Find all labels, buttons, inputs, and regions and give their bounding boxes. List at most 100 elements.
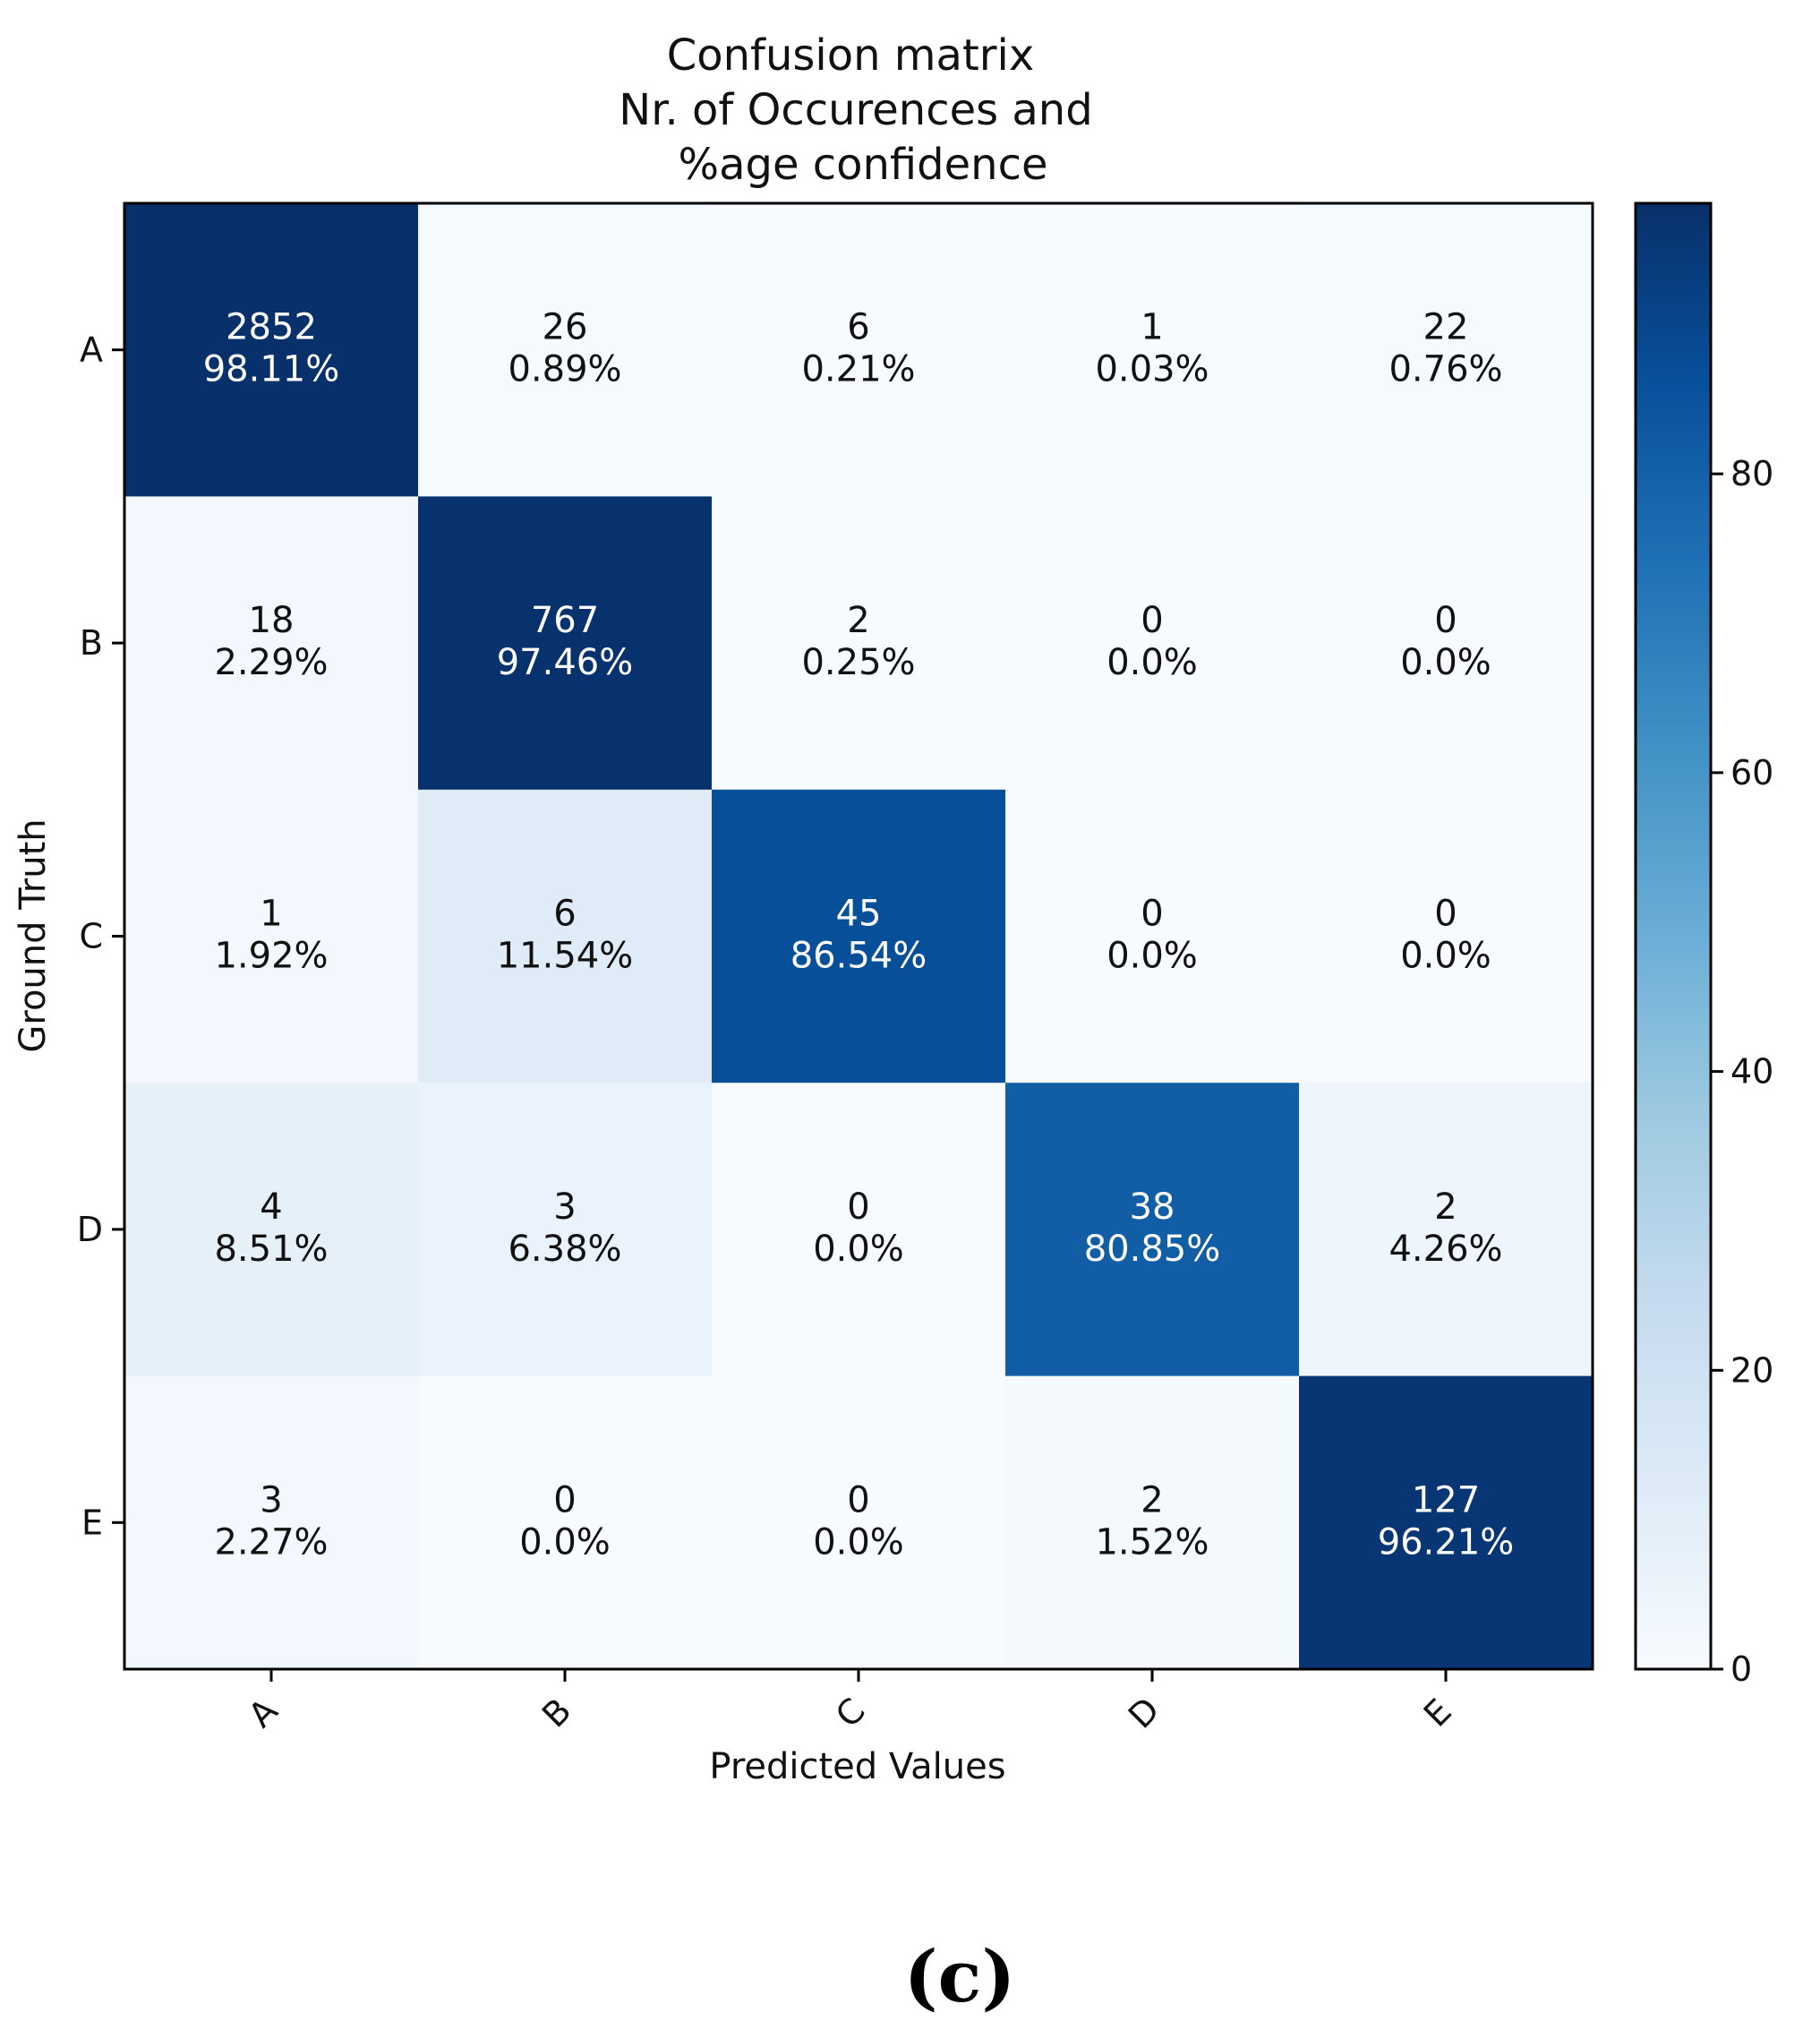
cell-count-label: 6 bbox=[847, 307, 869, 348]
cell-percent-label: 0.89% bbox=[508, 349, 621, 390]
x-axis-label: Predicted Values bbox=[709, 1746, 1005, 1787]
cell-B-C bbox=[712, 496, 1006, 791]
cell-count-label: 1 bbox=[1141, 307, 1163, 348]
y-tick-label: C bbox=[79, 917, 103, 956]
cell-percent-label: 2.27% bbox=[214, 1521, 328, 1563]
title-line-3: %age confidence bbox=[678, 140, 1047, 190]
cell-C-D bbox=[1005, 789, 1300, 1084]
cell-percent-label: 8.51% bbox=[214, 1229, 328, 1270]
colorbar-gradient bbox=[1636, 203, 1711, 1669]
cell-B-A bbox=[124, 496, 419, 791]
cell-percent-label: 80.85% bbox=[1084, 1229, 1221, 1270]
colorbar-tick-label: 60 bbox=[1730, 753, 1773, 792]
cell-A-C bbox=[712, 203, 1006, 497]
cell-percent-label: 97.46% bbox=[497, 642, 634, 683]
cell-percent-label: 0.0% bbox=[1107, 642, 1198, 683]
cell-percent-label: 0.21% bbox=[801, 349, 915, 390]
cell-count-label: 0 bbox=[1434, 600, 1457, 641]
cell-count-label: 3 bbox=[260, 1479, 282, 1520]
colorbar: 0 20 40 60 80 bbox=[1634, 201, 1773, 1689]
y-tick-label: B bbox=[80, 623, 103, 663]
colorbar-tick-label: 0 bbox=[1730, 1649, 1752, 1689]
cell-count-label: 767 bbox=[531, 600, 599, 641]
cell-percent-label: 1.92% bbox=[214, 936, 328, 977]
cell-count-label: 0 bbox=[1141, 894, 1163, 935]
cell-E-B bbox=[418, 1375, 713, 1670]
y-tick-label: A bbox=[80, 330, 103, 370]
cell-percent-label: 0.03% bbox=[1095, 349, 1209, 390]
cell-percent-label: 0.25% bbox=[801, 642, 915, 683]
cell-count-label: 2852 bbox=[226, 307, 317, 348]
cell-C-C bbox=[712, 789, 1006, 1084]
cell-percent-label: 1.52% bbox=[1095, 1521, 1209, 1563]
cell-percent-label: 0.76% bbox=[1388, 349, 1502, 390]
cell-count-label: 0 bbox=[1434, 894, 1457, 935]
cell-D-B bbox=[418, 1083, 713, 1377]
x-tick-label: A bbox=[241, 1691, 285, 1734]
cell-B-B bbox=[418, 496, 713, 791]
y-axis-label: Ground Truth bbox=[13, 818, 54, 1052]
cell-count-label: 0 bbox=[553, 1479, 576, 1520]
cell-E-D bbox=[1005, 1375, 1300, 1670]
cell-count-label: 26 bbox=[543, 307, 588, 348]
cell-count-label: 6 bbox=[553, 894, 576, 935]
cell-C-A bbox=[124, 789, 419, 1084]
cell-D-C bbox=[712, 1083, 1006, 1377]
cell-D-D bbox=[1005, 1083, 1300, 1377]
y-tick-label: D bbox=[77, 1210, 103, 1249]
colorbar-tick-label: 40 bbox=[1730, 1052, 1773, 1092]
cell-percent-label: 86.54% bbox=[790, 936, 927, 977]
heatmap-cells bbox=[124, 203, 1594, 1670]
heatmap-cell-labels: 285298.11%260.89%60.21%10.03%220.76%182.… bbox=[203, 307, 1515, 1563]
cell-C-E bbox=[1299, 789, 1594, 1084]
x-tick-label: C bbox=[828, 1691, 873, 1735]
x-tick-label: E bbox=[1416, 1692, 1459, 1734]
cell-percent-label: 6.38% bbox=[508, 1229, 621, 1270]
cell-count-label: 2 bbox=[847, 600, 869, 641]
cell-count-label: 22 bbox=[1423, 307, 1469, 348]
cell-percent-label: 0.0% bbox=[813, 1521, 904, 1563]
colorbar-tick-label: 20 bbox=[1730, 1350, 1773, 1390]
cell-D-E bbox=[1299, 1083, 1594, 1377]
cell-percent-label: 0.0% bbox=[1400, 936, 1491, 977]
cell-count-label: 45 bbox=[836, 894, 882, 935]
y-tick-label: E bbox=[81, 1503, 103, 1542]
cell-percent-label: 0.0% bbox=[1107, 936, 1198, 977]
cell-D-A bbox=[124, 1083, 419, 1377]
cell-count-label: 127 bbox=[1412, 1479, 1480, 1520]
colorbar-frame bbox=[1634, 201, 1713, 1671]
cell-percent-label: 0.0% bbox=[813, 1229, 904, 1270]
cell-percent-label: 0.0% bbox=[519, 1521, 611, 1563]
cell-count-label: 18 bbox=[249, 600, 295, 641]
title-line-1: Confusion matrix bbox=[667, 30, 1034, 81]
cell-count-label: 1 bbox=[260, 894, 282, 935]
x-tick-label: D bbox=[1121, 1690, 1167, 1736]
cell-percent-label: 11.54% bbox=[497, 936, 634, 977]
cell-percent-label: 98.11% bbox=[203, 349, 340, 390]
cell-percent-label: 4.26% bbox=[1388, 1229, 1502, 1270]
x-axis-ticks: A B C D E bbox=[241, 1669, 1459, 1736]
cell-C-B bbox=[418, 789, 713, 1084]
cell-count-label: 0 bbox=[847, 1479, 869, 1520]
cell-A-A bbox=[124, 203, 419, 497]
cell-count-label: 2 bbox=[1434, 1186, 1457, 1228]
title-line-2: Nr. of Occurences and bbox=[619, 85, 1092, 135]
y-axis-ticks: A B C D E bbox=[77, 330, 124, 1542]
colorbar-tick-label: 80 bbox=[1730, 454, 1773, 493]
chart-title: Confusion matrix Nr. of Occurences and %… bbox=[619, 30, 1092, 190]
cell-count-label: 4 bbox=[260, 1186, 282, 1228]
cell-count-label: 38 bbox=[1130, 1186, 1175, 1228]
cell-percent-label: 2.29% bbox=[214, 642, 328, 683]
cell-B-D bbox=[1005, 496, 1300, 791]
colorbar-ticks: 0 20 40 60 80 bbox=[1711, 454, 1773, 1689]
cell-percent-label: 0.0% bbox=[1400, 642, 1491, 683]
cell-A-E bbox=[1299, 203, 1594, 497]
cell-E-C bbox=[712, 1375, 1006, 1670]
cell-count-label: 0 bbox=[1141, 600, 1163, 641]
cell-count-label: 2 bbox=[1141, 1479, 1163, 1520]
x-tick-label: B bbox=[534, 1691, 579, 1735]
cell-A-B bbox=[418, 203, 713, 497]
cell-E-A bbox=[124, 1375, 419, 1670]
cell-B-E bbox=[1299, 496, 1594, 791]
